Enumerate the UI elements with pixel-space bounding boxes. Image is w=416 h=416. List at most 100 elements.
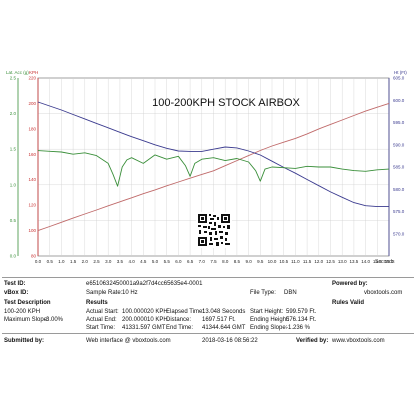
elapsed-time-label: Elapsed Time: xyxy=(166,309,205,315)
divider-bottom xyxy=(2,333,414,334)
x-tick-label: 6.0 xyxy=(175,259,182,264)
x-tick-label: 15.0 xyxy=(385,259,394,264)
height-tick-label: 600.0 xyxy=(393,98,405,103)
chart-title: 100-200KPH STOCK AIRBOX xyxy=(152,97,300,109)
sample-rate-label: Sample Rate: xyxy=(86,290,123,296)
height-series-line xyxy=(37,101,389,208)
lat-acc-tick-label: 2.0 xyxy=(10,111,17,116)
height-axis-label: Ht (Ft) xyxy=(394,70,407,75)
height-tick-label: 585.0 xyxy=(393,165,405,170)
start-height-label: Start Height: xyxy=(250,309,284,315)
speed-series-line xyxy=(37,102,390,232)
lat-acc-tick-label: 0.0 xyxy=(10,254,17,259)
x-tick-label: 9.5 xyxy=(257,259,264,264)
vbox-id-label: vBox ID: xyxy=(4,290,29,296)
chart-tick-labels: 0.0 0.5 1.0 1.5 2.0 2.5 3.0 3.5 4.0 4.5 5.0 5.5 6.0 6… xyxy=(10,76,405,265)
x-tick-label: 3.5 xyxy=(117,259,124,264)
x-tick-label: 12.0 xyxy=(314,259,323,264)
x-tick-label: 6.5 xyxy=(187,259,194,264)
actual-start-value: 100.000020 KPH xyxy=(122,309,168,315)
web-interface-label: Web interface @ vboxtools.com xyxy=(86,338,171,344)
test-description-label: Test Description xyxy=(4,300,51,306)
start-height-value: 599.579 Ft. xyxy=(286,309,317,315)
x-tick-label: 8.5 xyxy=(234,259,241,264)
max-slope-label: Maximum Slope: xyxy=(4,317,49,323)
x-tick-label: 7.0 xyxy=(199,259,206,264)
end-time-value: 41344.644 GMT xyxy=(202,325,246,331)
distance-value: 1697.517 Ft. xyxy=(202,317,236,323)
speed-tick-label: 120 xyxy=(28,203,36,208)
height-tick-label: 590.0 xyxy=(393,142,405,147)
test-id-label: Test ID: xyxy=(4,281,26,287)
x-tick-label: 2.0 xyxy=(82,259,89,264)
x-tick-label: 3.0 xyxy=(105,259,112,264)
height-tick-label: 595.0 xyxy=(393,120,405,125)
height-tick-label: 570.0 xyxy=(393,231,405,236)
speed-tick-label: 160 xyxy=(28,152,36,157)
distance-label: Distance: xyxy=(166,317,192,323)
test-id-value: e6510632450001a9a2f7d4cc65635e4-0001 xyxy=(86,281,203,287)
powered-by-value: vboxtools.com xyxy=(364,290,403,296)
x-tick-label: 4.0 xyxy=(128,259,135,264)
verified-by-value: www.vboxtools.com xyxy=(332,338,385,344)
x-axis-label: Seconds xyxy=(375,259,395,265)
speed-tick-label: 80 xyxy=(31,254,37,259)
x-tick-label: 4.5 xyxy=(140,259,147,264)
x-tick-label: 11.0 xyxy=(291,259,300,264)
sample-rate-value: 10 Hz xyxy=(122,290,138,296)
speed-tick-label: 100 xyxy=(28,228,36,233)
speed-axis-label: KPH xyxy=(29,70,38,75)
submitted-by-label: Submitted by: xyxy=(4,338,44,344)
x-tick-label: 10.0 xyxy=(268,259,277,264)
rules-valid-label: Rules Valid xyxy=(332,300,365,306)
start-time-value: 41331.597 GMT xyxy=(122,325,166,331)
divider-top xyxy=(2,277,414,278)
file-type-value: DBN xyxy=(284,290,297,296)
start-time-label: Start Time: xyxy=(86,325,116,331)
x-tick-label: 7.5 xyxy=(210,259,217,264)
lat-acc-tick-label: 1.0 xyxy=(10,182,17,187)
ending-height-label: Ending Height: xyxy=(250,317,290,323)
x-tick-label: 0.5 xyxy=(47,259,54,264)
chart-axes xyxy=(17,78,390,256)
x-tick-label: 13.0 xyxy=(338,259,347,264)
x-tick-label: 2.5 xyxy=(93,259,100,264)
actual-start-label: Actual Start: xyxy=(86,309,119,315)
max-slope-value: -3.00% xyxy=(44,317,64,323)
powered-by-label: Powered by: xyxy=(332,281,368,287)
end-time-label: End Time: xyxy=(166,325,194,331)
ending-height-value: 576.134 Ft. xyxy=(286,317,317,323)
actual-end-value: 200.000010 KPH xyxy=(122,317,168,323)
ending-slope-label: Ending Slope: xyxy=(250,325,288,331)
height-tick-label: 580.0 xyxy=(393,187,405,192)
x-tick-label: 10.5 xyxy=(279,259,288,264)
x-tick-label: 5.0 xyxy=(152,259,159,264)
ending-slope-value: -1.236 % xyxy=(286,325,311,331)
x-tick-label: 5.5 xyxy=(164,259,171,264)
speed-tick-label: 180 xyxy=(28,126,36,131)
results-label: Results xyxy=(86,300,108,306)
verified-by-label: Verified by: xyxy=(296,338,329,344)
x-tick-label: 1.5 xyxy=(70,259,77,264)
x-tick-label: 14.5 xyxy=(373,259,382,264)
lat-acc-tick-label: 2.5 xyxy=(10,76,17,81)
chart-series xyxy=(37,101,390,232)
file-type-label: File Type: xyxy=(250,290,276,296)
height-tick-label: 605.0 xyxy=(393,76,405,81)
x-tick-label: 12.5 xyxy=(326,259,335,264)
x-tick-label: 13.5 xyxy=(350,259,359,264)
actual-end-label: Actual End: xyxy=(86,317,117,323)
x-tick-label: 9.0 xyxy=(245,259,252,264)
lat_acc-series-line xyxy=(37,150,390,187)
height-tick-label: 575.0 xyxy=(393,209,405,214)
speed-tick-label: 220 xyxy=(28,76,36,81)
x-tick-label: 0.0 xyxy=(35,259,42,264)
speed-tick-label: 200 xyxy=(28,101,36,106)
lat-acc-axis-label: Lat. Acc (g) xyxy=(6,70,29,75)
test-description-value: 100-200 KPH xyxy=(4,309,41,315)
lat-acc-tick-label: 0.5 xyxy=(10,218,17,223)
qr-code-logo xyxy=(196,212,232,248)
x-tick-label: 11.5 xyxy=(303,259,312,264)
report-datetime: 2018-03-16 08:56:22 xyxy=(202,338,258,344)
x-tick-label: 8.0 xyxy=(222,259,229,264)
